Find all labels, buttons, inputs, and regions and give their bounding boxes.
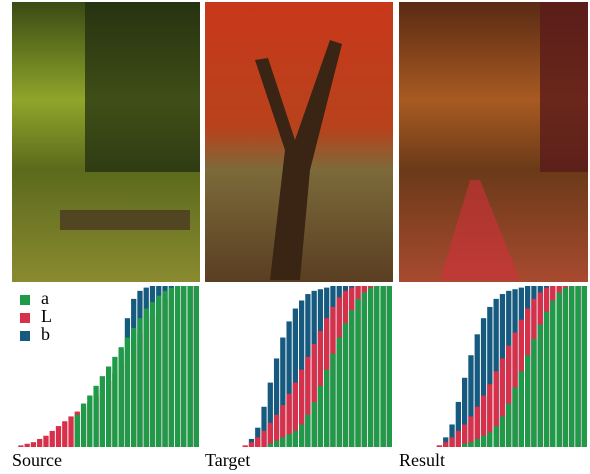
bar [162,291,167,447]
bar [106,367,111,448]
bar [68,416,73,447]
bar [286,434,291,447]
bar [538,325,543,447]
bar [525,355,530,447]
bar [575,286,580,447]
bar [37,439,42,447]
bar [349,310,354,447]
bar [494,426,499,447]
bar [119,347,124,447]
bar [261,431,266,447]
bar [443,442,448,447]
bar [62,421,67,447]
bar [81,404,86,447]
bar [544,312,549,447]
bar [131,328,136,447]
bar [312,402,317,447]
figure: Source aLb Target Result [0,0,590,474]
bar [150,302,155,447]
bar [18,445,23,447]
bar [112,357,117,447]
bar [506,404,511,447]
legend-label: a [41,288,49,308]
bar [380,286,385,447]
legend-swatch [20,313,30,323]
bar [569,286,574,447]
bar [194,286,199,447]
bar [324,370,329,447]
bar [187,286,192,447]
bar [374,286,379,447]
bar [449,437,454,447]
bar [330,354,335,447]
target-photo [205,2,393,282]
bar [475,439,480,447]
bar [456,431,461,447]
bar [487,433,492,447]
bar [293,431,298,447]
bar [137,318,142,447]
bar [368,288,373,447]
bar [318,386,323,447]
bar [557,292,562,447]
bar [531,339,536,447]
bar [343,323,348,447]
x-axis-label: Source [12,450,62,470]
bar [550,300,555,447]
bar [387,286,392,447]
bar [468,442,473,447]
bar [437,445,442,447]
bar [100,376,105,447]
bar [181,286,186,447]
bar [299,424,304,447]
bar [31,442,36,447]
bar [25,444,30,447]
bar [169,288,174,447]
bar [125,338,130,447]
bar [255,437,260,447]
bar [462,444,467,447]
bar [56,426,61,447]
bar [268,444,273,447]
bar [243,445,248,447]
x-axis-label: Result [399,450,445,470]
bar [305,415,310,447]
bar [362,292,367,447]
bar [500,416,505,447]
x-axis-label: Target [205,450,250,470]
bar [75,415,80,447]
bar [519,371,524,447]
source-photo [12,2,200,282]
bar [563,288,568,447]
bar [50,431,55,447]
legend-swatch [20,295,30,305]
bar [156,296,161,447]
bar [144,309,149,447]
bar [337,338,342,447]
result-photo [399,2,588,282]
legend-label: b [41,324,50,344]
bar [355,299,360,447]
bar [87,395,92,447]
bar [280,437,285,447]
legend-swatch [20,331,30,341]
bar [93,386,98,447]
bar [43,436,48,447]
legend-label: L [41,306,52,326]
bar [175,286,180,447]
bar [481,436,486,447]
bar [268,423,273,447]
page: {"chart_data": [ {"type": "bar", "xlabel… [0,0,590,474]
bar [462,424,467,447]
bar [512,387,517,447]
bar [249,442,254,447]
bar [274,441,279,447]
bar [582,286,587,447]
